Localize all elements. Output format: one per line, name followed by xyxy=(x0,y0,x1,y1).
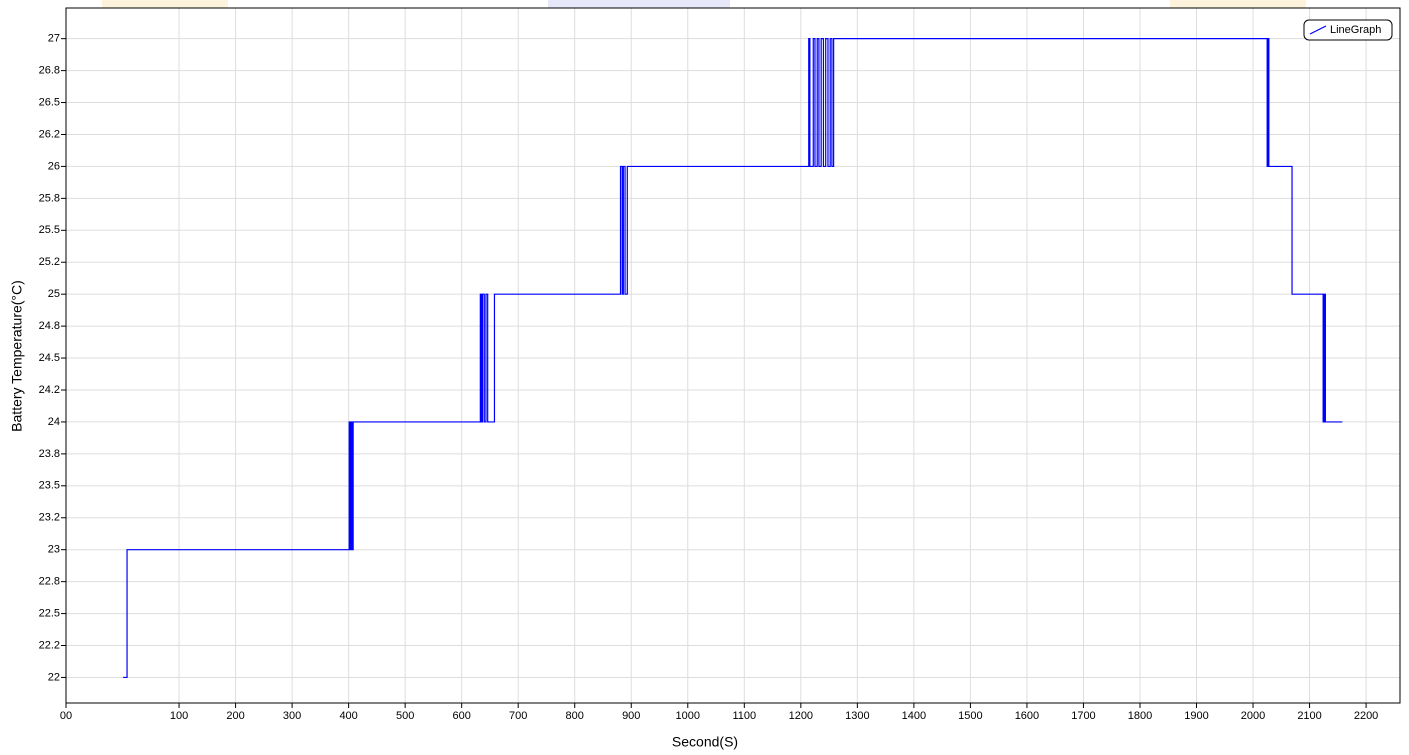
y-tick-label: 26.8 xyxy=(39,65,60,77)
x-tick-label: 300 xyxy=(283,710,301,722)
y-tick-label: 25 xyxy=(48,288,60,300)
x-tick-label: 2100 xyxy=(1297,710,1321,722)
x-tick-label: 2000 xyxy=(1241,710,1265,722)
y-tick-label: 23 xyxy=(48,544,60,556)
y-tick-label: 26.5 xyxy=(39,96,60,108)
line xyxy=(123,38,1343,679)
decor xyxy=(548,0,730,8)
x-tick-label: 800 xyxy=(566,710,584,722)
plot-frame xyxy=(65,7,1401,704)
x-tick-label: 1000 xyxy=(676,710,700,722)
decor xyxy=(1170,0,1306,8)
x-tick-label: 1400 xyxy=(902,710,926,722)
x-tick-label: 1100 xyxy=(732,710,756,722)
x-tick-label: 1500 xyxy=(958,710,982,722)
x-tick-label: 1800 xyxy=(1128,710,1152,722)
x-tick-label: 1700 xyxy=(1071,710,1095,722)
y-tick-label: 24 xyxy=(48,416,60,428)
x-tick-label: 1600 xyxy=(1015,710,1039,722)
x-tick-label: 1300 xyxy=(845,710,869,722)
y-tick-label: 24.2 xyxy=(39,384,60,396)
y-tick-label: 22 xyxy=(48,671,60,683)
x-axis-label: Second(S) xyxy=(672,734,738,750)
y-tick-label: 26.2 xyxy=(39,128,60,140)
x-tick-label: 500 xyxy=(396,710,414,722)
x-tick-label: 200 xyxy=(226,710,244,722)
plot xyxy=(123,38,1343,679)
x-tick-label: 1200 xyxy=(789,710,813,722)
x-tick-label: 400 xyxy=(339,710,357,722)
x-tick-label: 100 xyxy=(170,710,188,722)
y-tick-label: 22.2 xyxy=(39,639,60,651)
x-tick-label: 700 xyxy=(509,710,527,722)
y-tick-label: 27 xyxy=(48,33,60,45)
y-tick-label: 23.8 xyxy=(39,448,60,460)
x-tick-label: 1900 xyxy=(1184,710,1208,722)
y-tick-label: 22.8 xyxy=(39,576,60,588)
legend-swatch xyxy=(1309,25,1327,35)
y-tick-label: 23.2 xyxy=(39,512,60,524)
y-tick-label: 24.8 xyxy=(39,320,60,332)
y-tick-label: 23.5 xyxy=(39,480,60,492)
y-tick-label: 22.5 xyxy=(39,607,60,619)
x-tick-label: 900 xyxy=(622,710,640,722)
legend-label: LineGraph xyxy=(1330,24,1381,36)
x-tick-label: 2200 xyxy=(1354,710,1378,722)
x-tick-label: 600 xyxy=(452,710,470,722)
y-axis-label: Battery Temperature(°C) xyxy=(9,280,25,432)
decor xyxy=(102,0,228,8)
y-tick-label: 25.8 xyxy=(39,192,60,204)
y-tick-label: 26 xyxy=(48,160,60,172)
y-tick-label: 25.5 xyxy=(39,224,60,236)
y-tick-label: 24.5 xyxy=(39,352,60,364)
legend-box xyxy=(1303,19,1393,41)
y-tick-label: 25.2 xyxy=(39,256,60,268)
x-tick-label: 00 xyxy=(60,710,72,722)
grid xyxy=(65,8,1400,703)
